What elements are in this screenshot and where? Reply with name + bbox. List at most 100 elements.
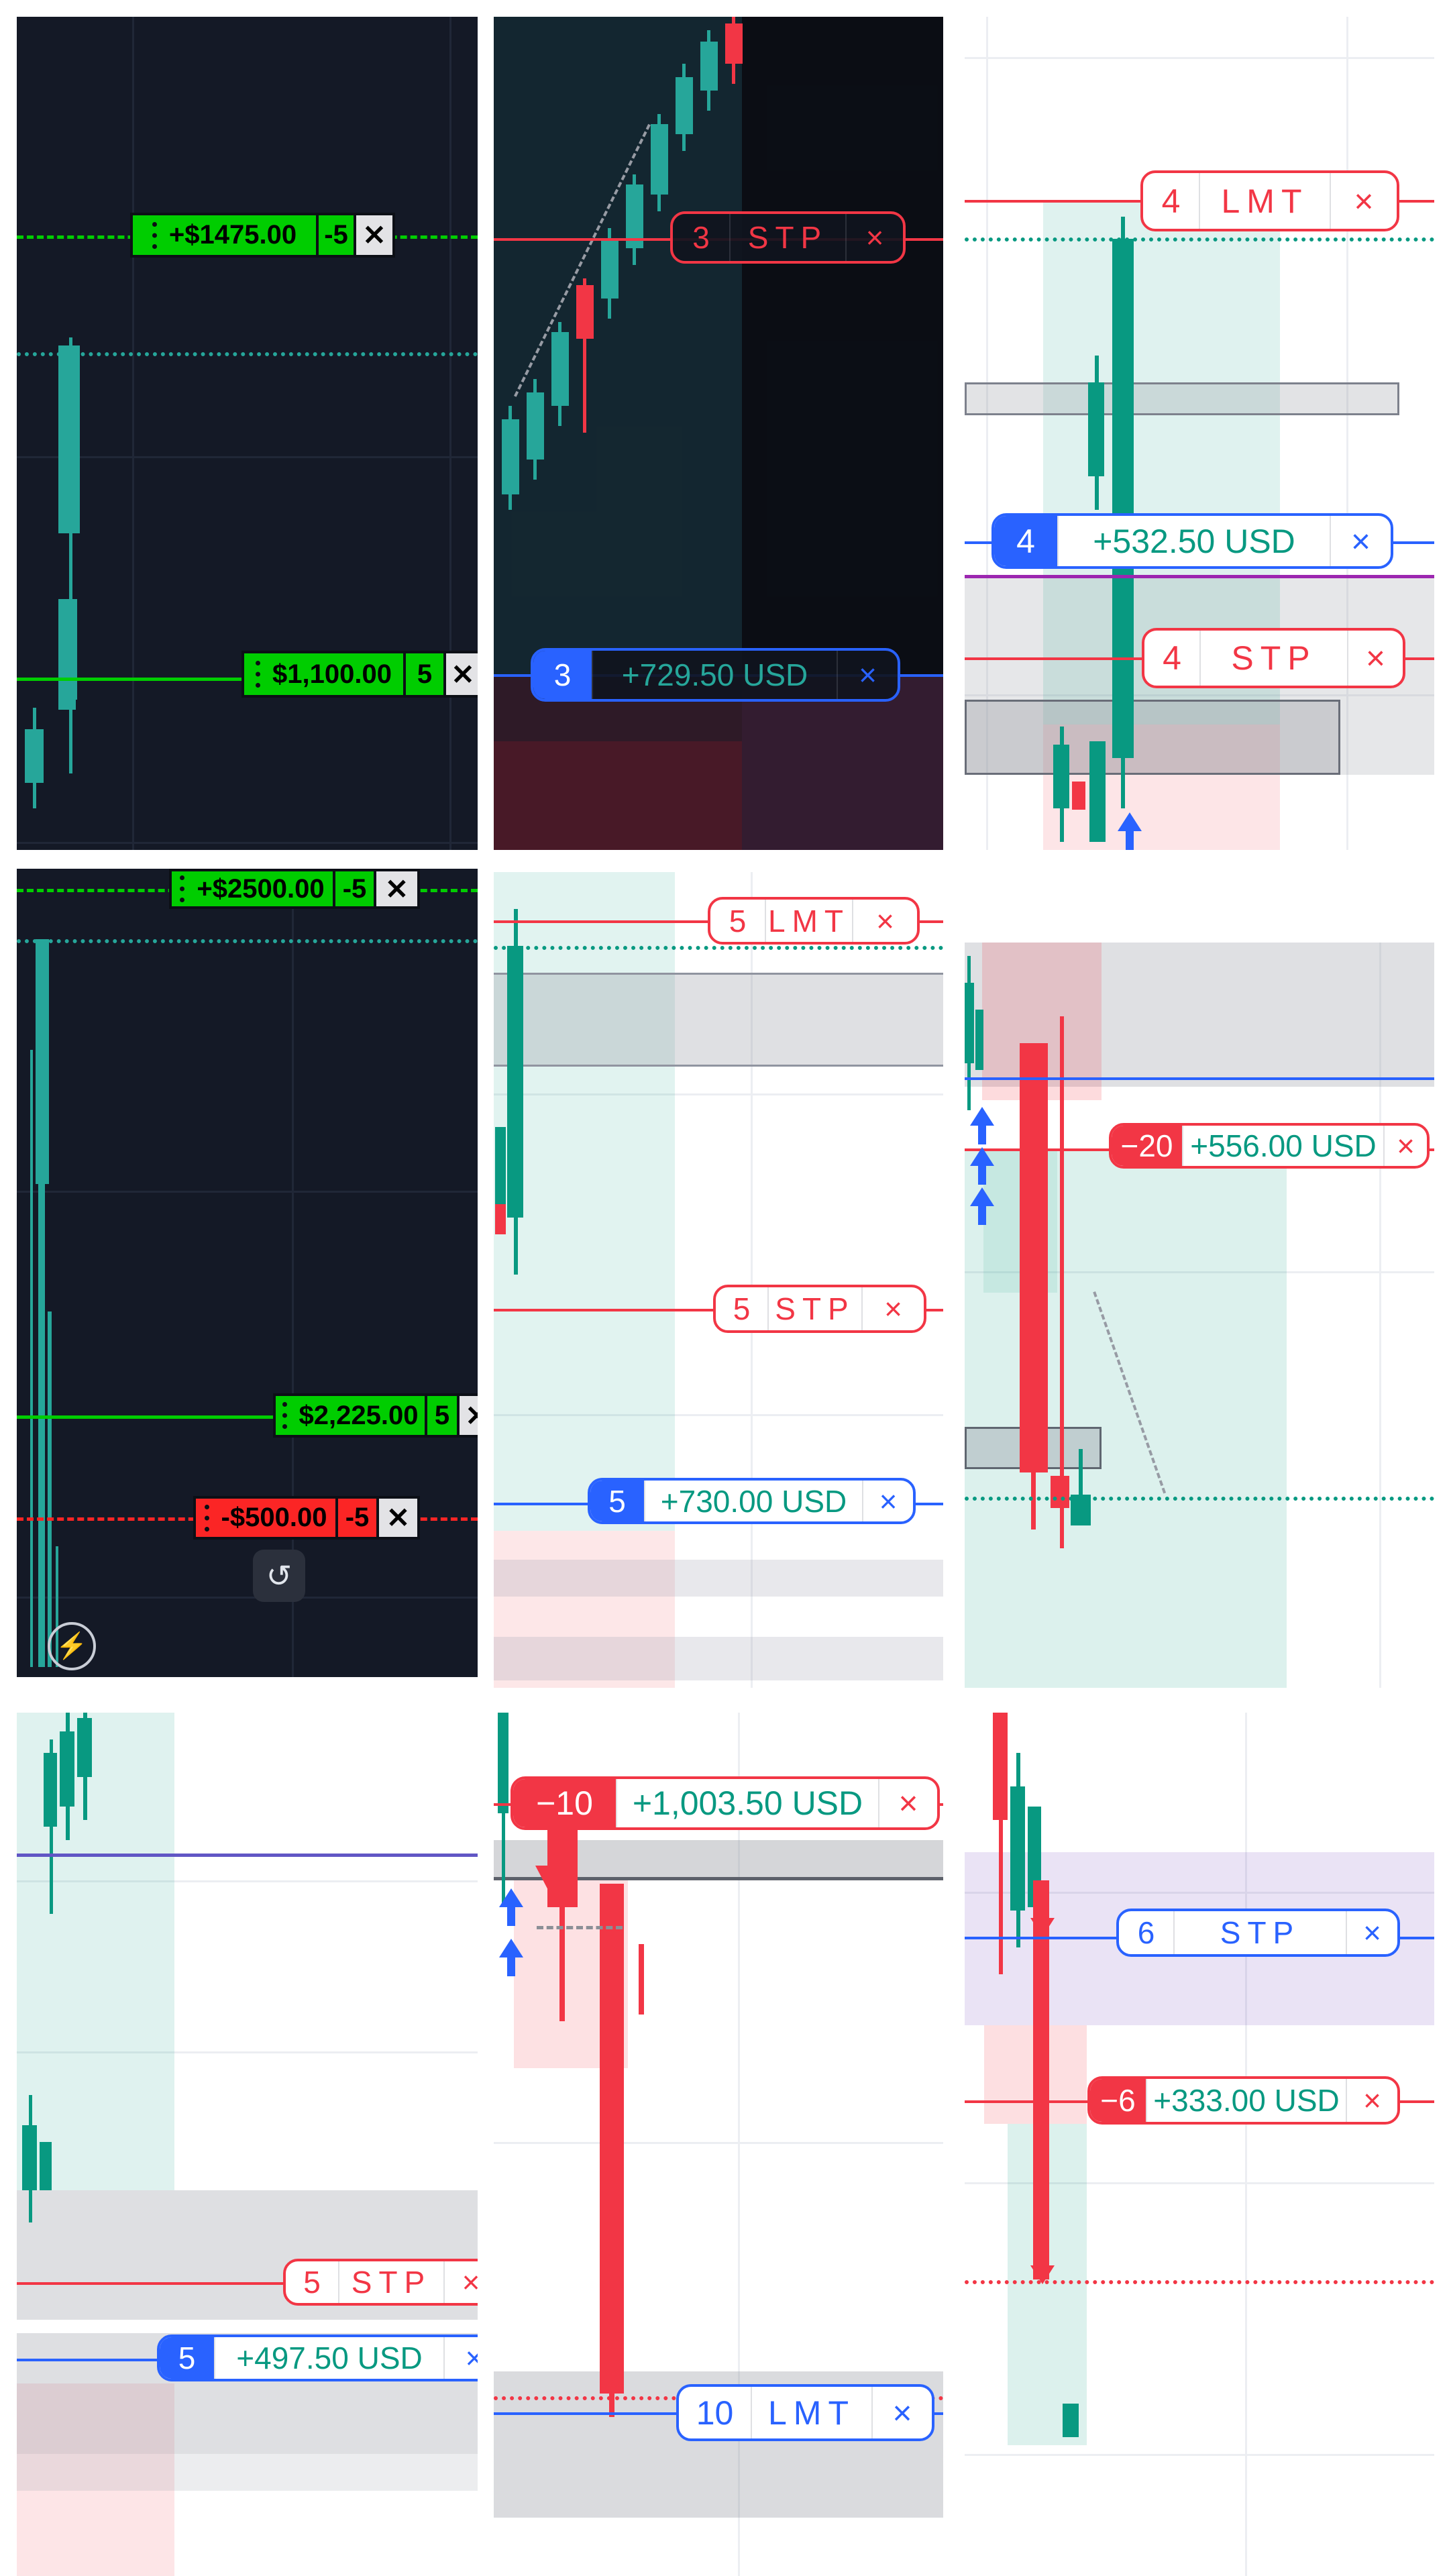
stop-type[interactable]: STP [338, 2261, 443, 2303]
stop-loss-label[interactable]: -$500.00 -5 ✕ [193, 1496, 420, 1540]
entry-qty[interactable]: 5 [403, 651, 446, 698]
stop-order-label[interactable]: 5 STP × [283, 2259, 478, 2306]
close-icon[interactable]: × [871, 2387, 932, 2438]
limit-type[interactable]: LMT [1199, 173, 1330, 229]
close-icon[interactable]: × [443, 2337, 478, 2379]
candle-body [1072, 782, 1085, 810]
close-icon[interactable]: × [861, 1287, 924, 1330]
take-profit-qty[interactable]: -5 [333, 869, 376, 909]
stop-loss-qty[interactable]: -5 [335, 1496, 379, 1540]
stop-order-line[interactable] [17, 2282, 478, 2285]
stop-type[interactable]: STP [1199, 631, 1347, 686]
candle-body [58, 345, 80, 533]
close-icon[interactable]: × [443, 2261, 478, 2303]
take-profit-label[interactable]: +$1475.00 -5 ✕ [130, 213, 395, 258]
close-icon[interactable]: × [1330, 173, 1397, 229]
loss-zone-band [494, 674, 943, 850]
close-icon[interactable]: × [1383, 1126, 1427, 1166]
candle-body [1053, 745, 1069, 808]
take-profit-qty[interactable]: -5 [316, 213, 356, 258]
entry-qty[interactable]: 5 [425, 1393, 460, 1438]
stop-qty[interactable]: 6 [1137, 1915, 1155, 1950]
profit-zone-band [494, 17, 742, 674]
limit-qty[interactable]: 4 [1161, 182, 1181, 220]
limit-order-label[interactable]: 10 LMT × [676, 2384, 934, 2441]
candle-wick [1079, 1449, 1083, 1495]
close-icon[interactable]: ✕ [376, 1496, 420, 1540]
position-label[interactable]: −20 +556.00 USD × [1109, 1123, 1430, 1169]
close-icon[interactable]: ✕ [374, 869, 420, 909]
entry-label[interactable]: $2,225.00 5 ✕ [273, 1393, 478, 1438]
position-label[interactable]: 5 +497.50 USD × [157, 2334, 478, 2381]
stop-loss-price-chip[interactable]: -$500.00 [193, 1496, 338, 1540]
limit-order-label[interactable]: 4 LMT × [1140, 170, 1399, 231]
drag-handle-icon [256, 661, 261, 688]
close-icon[interactable]: × [1330, 516, 1391, 566]
position-qty[interactable]: −10 [513, 1779, 616, 1827]
position-qty[interactable]: 5 [590, 1481, 644, 1521]
entry-label[interactable]: $1,100.00 5 ✕ [241, 651, 478, 698]
reload-button[interactable]: ↺ [253, 1550, 305, 1602]
close-icon[interactable]: × [862, 1481, 913, 1521]
close-icon[interactable]: × [1346, 1911, 1397, 1954]
close-icon[interactable]: × [878, 1779, 937, 1827]
candle-wick [1031, 1472, 1036, 1529]
close-icon[interactable]: ✕ [354, 213, 395, 258]
profit-zone-band [17, 1713, 174, 2190]
stop-qty[interactable]: 4 [1163, 639, 1181, 677]
entry-price-chip[interactable]: $1,100.00 [241, 651, 406, 698]
close-icon[interactable]: ✕ [443, 651, 478, 698]
limit-order-label[interactable]: 5 LMT × [708, 897, 920, 945]
position-qty[interactable]: 3 [533, 651, 592, 699]
limit-qty[interactable]: 5 [729, 903, 747, 938]
position-qty[interactable]: −6 [1090, 2079, 1146, 2122]
position-pnl: +333.00 USD [1146, 2079, 1346, 2122]
drag-handle-icon [204, 1504, 209, 1532]
gridline [965, 2454, 1434, 2456]
position-label[interactable]: 5 +730.00 USD × [588, 1478, 916, 1524]
stop-type[interactable]: STP [1173, 1911, 1346, 1954]
close-icon[interactable]: × [1347, 631, 1403, 686]
position-pnl: +730.00 USD [644, 1481, 862, 1521]
position-label[interactable]: 3 +729.50 USD × [531, 648, 900, 702]
position-pnl: +1,003.50 USD [616, 1779, 878, 1827]
candle-wick [639, 1944, 644, 2015]
position-label[interactable]: −6 +333.00 USD × [1087, 2076, 1400, 2125]
gridline [965, 2182, 1434, 2184]
limit-qty[interactable]: 10 [696, 2394, 734, 2432]
stop-order-label[interactable]: 3 STP × [670, 211, 906, 264]
candle-body [22, 2125, 37, 2190]
stop-qty[interactable]: 5 [303, 2265, 321, 2300]
gridline [17, 1191, 478, 1193]
take-profit-label[interactable]: +$2500.00 -5 ✕ [169, 869, 420, 909]
instant-trade-button[interactable]: ⚡ [48, 1622, 96, 1670]
candle-wick [33, 708, 36, 808]
entry-line[interactable] [17, 1415, 478, 1419]
stop-type[interactable]: STP [729, 214, 845, 261]
close-icon[interactable]: × [852, 900, 917, 942]
stop-type[interactable]: STP [767, 1287, 861, 1330]
position-label[interactable]: 4 +532.50 USD × [991, 513, 1393, 569]
stop-qty[interactable]: 3 [692, 220, 710, 255]
take-profit-price-chip[interactable]: +$1475.00 [130, 213, 319, 258]
close-icon[interactable]: ✕ [457, 1393, 478, 1438]
indicator-line [965, 575, 1434, 578]
close-icon[interactable]: × [845, 214, 903, 261]
stop-order-label[interactable]: 5 STP × [713, 1285, 926, 1333]
take-profit-price-chip[interactable]: +$2500.00 [169, 869, 335, 909]
stop-order-label[interactable]: 6 STP × [1116, 1909, 1400, 1957]
position-qty[interactable]: −20 [1112, 1126, 1182, 1166]
limit-type[interactable]: LMT [751, 2387, 871, 2438]
position-qty[interactable]: 5 [160, 2337, 214, 2379]
stop-qty[interactable]: 5 [733, 1291, 751, 1326]
close-icon[interactable]: × [837, 651, 898, 699]
entry-price-chip[interactable]: $2,225.00 [273, 1393, 427, 1438]
take-profit-price: +$2500.00 [197, 873, 325, 904]
position-label[interactable]: −10 +1,003.50 USD × [511, 1776, 940, 1830]
stop-order-label[interactable]: 4 STP × [1142, 628, 1405, 688]
close-icon[interactable]: × [1346, 2079, 1397, 2122]
limit-type[interactable]: LMT [765, 900, 852, 942]
candle-wick [69, 337, 72, 773]
position-qty[interactable]: 4 [994, 516, 1057, 566]
